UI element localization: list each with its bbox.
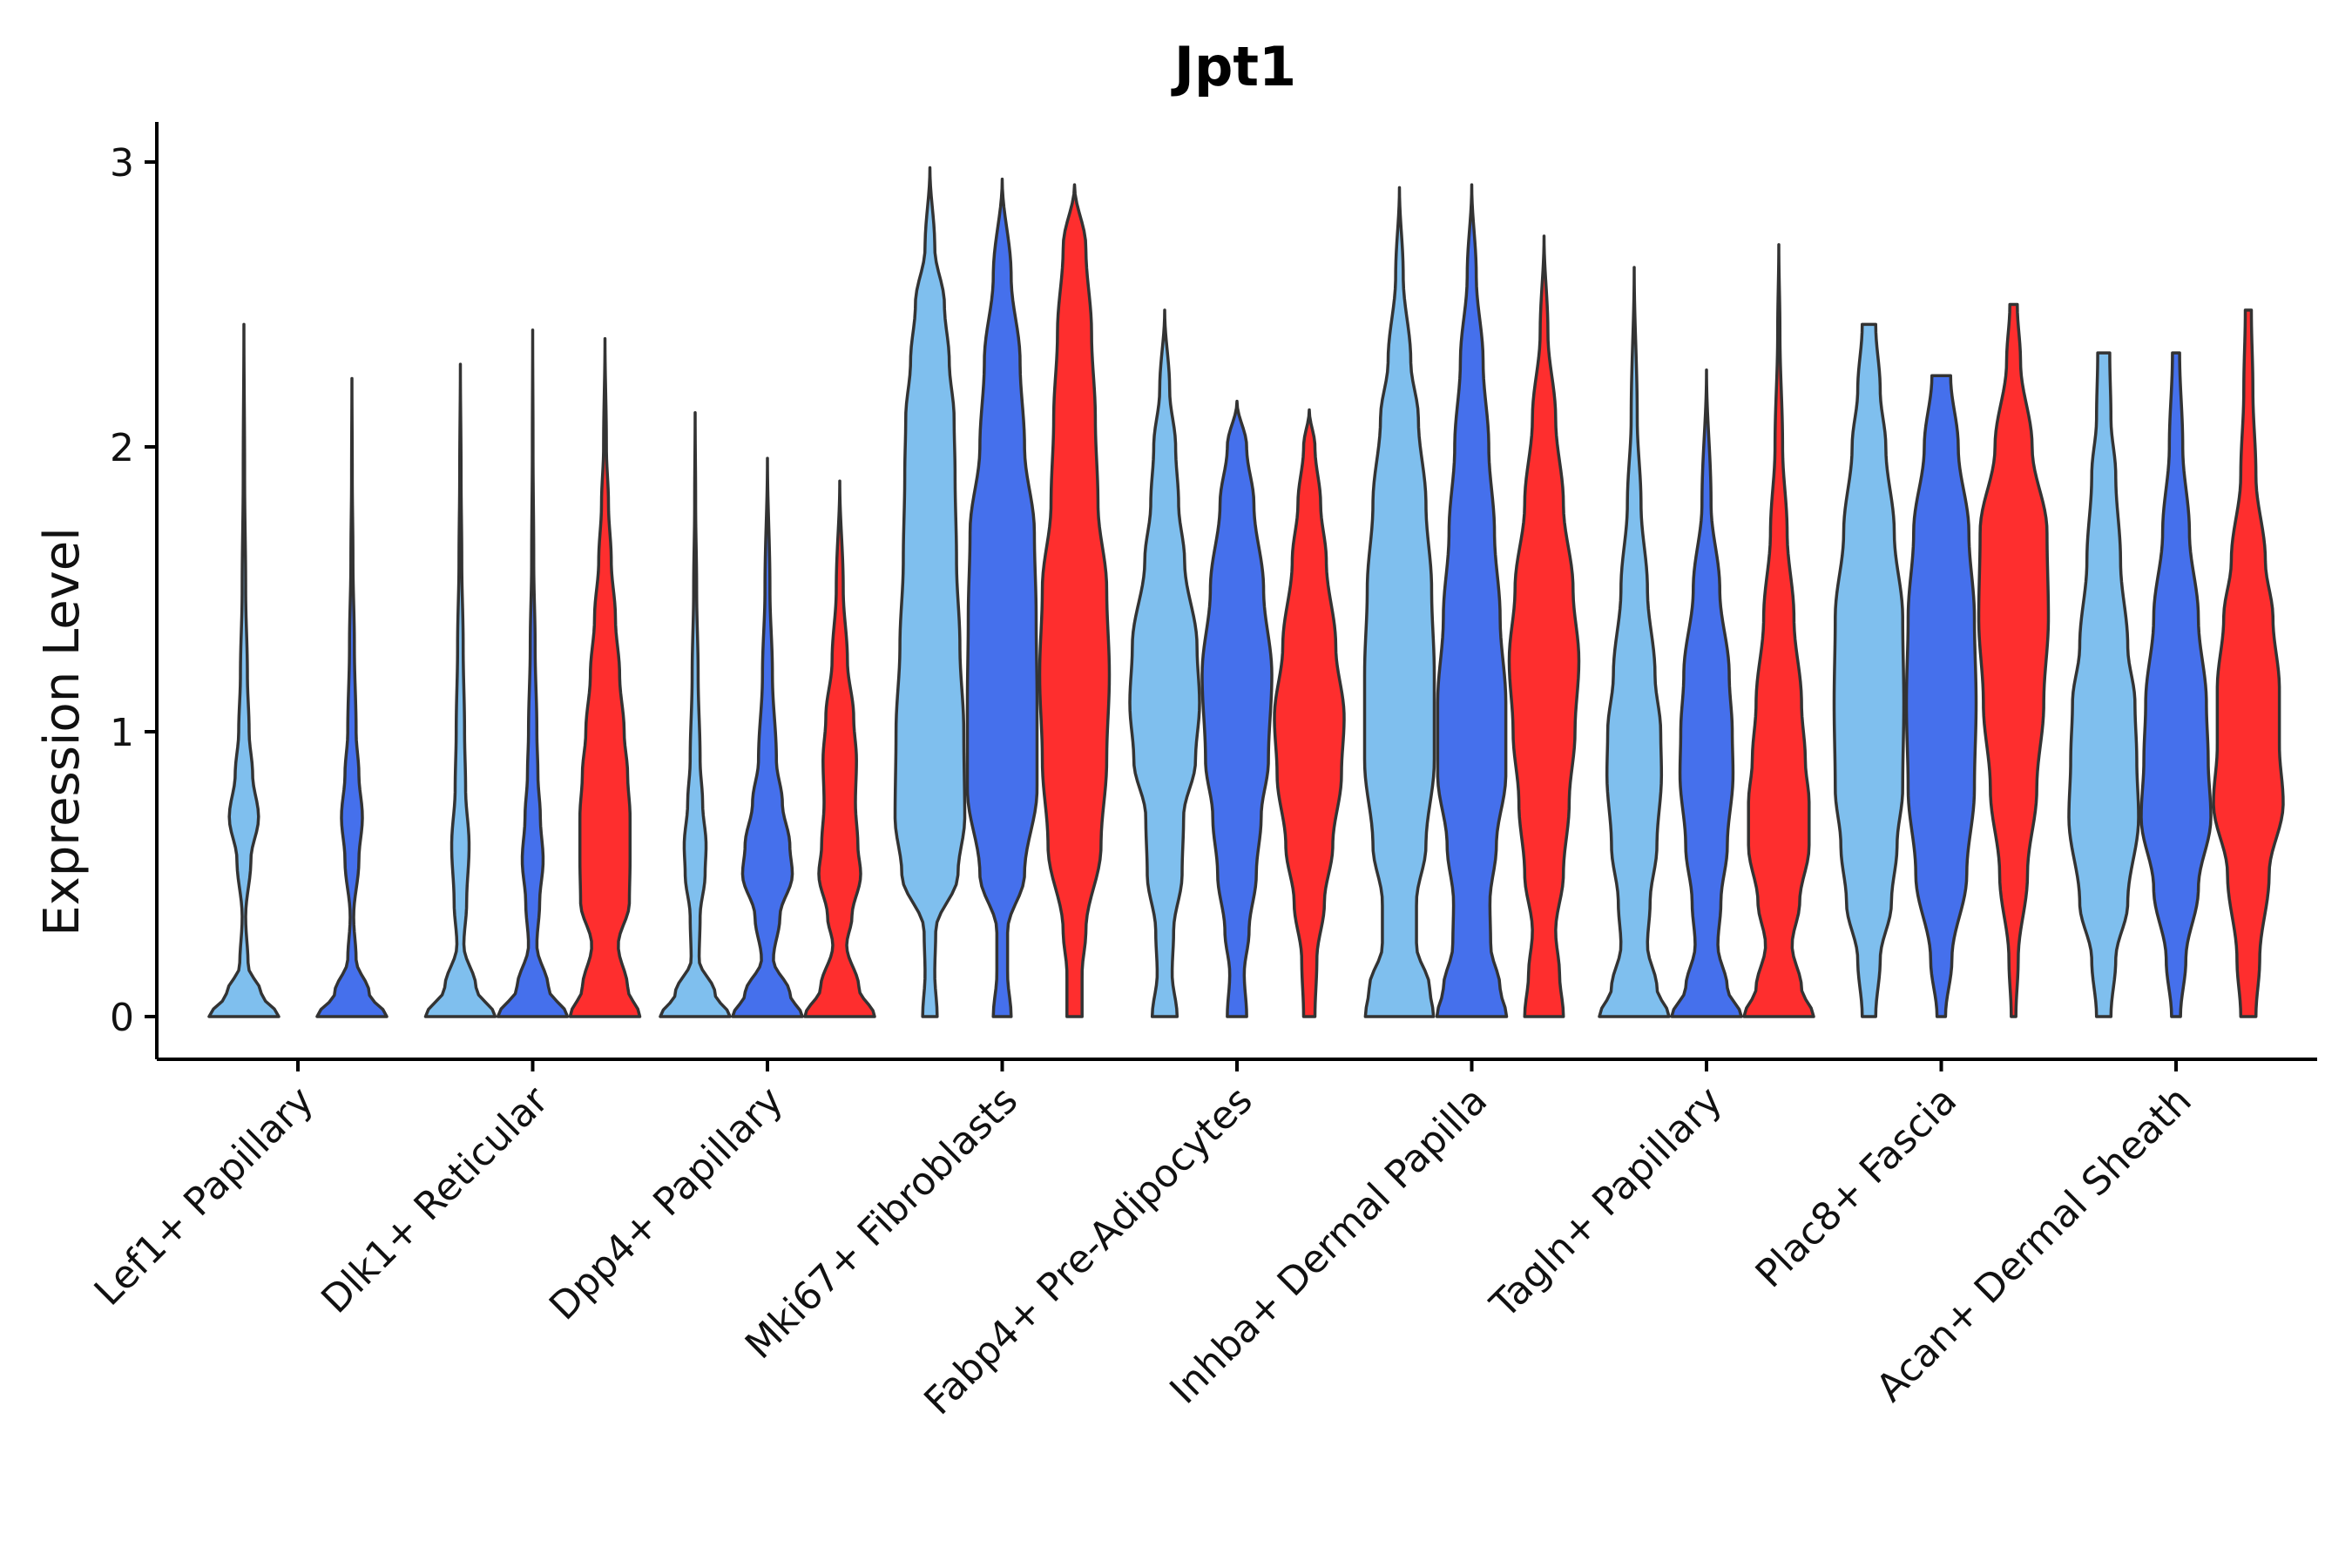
- violin-blue: [1200, 399, 1274, 1018]
- y-axis-label: Expression Level: [34, 527, 91, 936]
- y-tick-label: 1: [110, 711, 134, 755]
- x-tick-label: Dlk1+ Reticular: [313, 1078, 558, 1322]
- violin-layer: [207, 166, 2285, 1018]
- violin-light-blue: [423, 362, 497, 1018]
- violin-blue: [2139, 351, 2213, 1018]
- y-tick-label: 0: [110, 996, 134, 1040]
- violin-red: [803, 479, 876, 1018]
- violin-blue: [1670, 368, 1743, 1018]
- violin-blue: [315, 376, 389, 1018]
- violin-red: [1273, 408, 1346, 1018]
- violin-red: [1742, 243, 1815, 1018]
- violin-red: [1037, 183, 1112, 1018]
- y-tick-label: 3: [110, 141, 134, 186]
- y-tick-label: 2: [110, 426, 134, 470]
- chart-title: Jpt1: [1171, 35, 1296, 98]
- violin-red: [2212, 308, 2285, 1018]
- x-tick-label: Lef1+ Papillary: [86, 1078, 322, 1315]
- violin-blue: [965, 177, 1039, 1018]
- y-axis: 0 1 2 3: [110, 122, 159, 1059]
- violin-blue: [1904, 374, 1978, 1018]
- violin-light-blue: [1362, 186, 1436, 1018]
- x-tick-label: Dpp4+ Papillary: [541, 1078, 792, 1329]
- violin-red: [568, 336, 642, 1018]
- violin-light-blue: [207, 322, 280, 1018]
- violin-light-blue: [659, 411, 732, 1018]
- x-tick-label: Tagln+ Papillary: [1482, 1078, 1731, 1328]
- violin-blue: [731, 456, 804, 1018]
- violin-red: [1507, 234, 1581, 1018]
- violin-light-blue: [1832, 322, 1906, 1018]
- violin-light-blue: [1128, 308, 1201, 1018]
- violin-light-blue: [1598, 266, 1671, 1018]
- violin-light-blue: [2067, 351, 2140, 1018]
- violin-red: [1977, 302, 2051, 1018]
- violin-light-blue: [893, 166, 967, 1018]
- violin-blue: [1435, 183, 1509, 1018]
- x-tick-label: Plac8+ Fascia: [1747, 1078, 1966, 1297]
- violin-blue: [496, 328, 570, 1018]
